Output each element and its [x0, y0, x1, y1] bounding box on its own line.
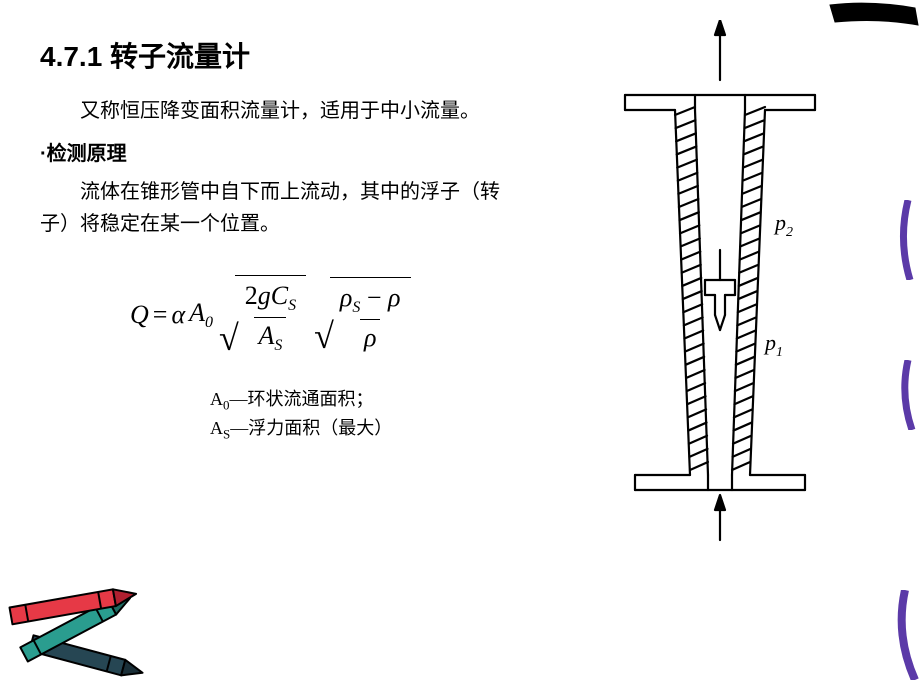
- formula-legend: A0—环状流通面积； AS—浮力面积（最大）: [210, 386, 520, 444]
- sqrt-term2: √ ρS − ρ ρ: [314, 277, 410, 354]
- label-p2: p2: [773, 210, 793, 240]
- rotameter-diagram: p2 p1: [570, 20, 870, 550]
- var-alpha: α: [171, 300, 185, 330]
- flow-formula: Q = α A0 √ 2gCS AS √ ρS − ρ ρ: [130, 275, 520, 356]
- subtitle-principle: ·检测原理: [40, 137, 520, 166]
- var-A0: A0: [189, 298, 213, 332]
- crayons-icon: [0, 540, 170, 690]
- legend-line-1: A0—环状流通面积；: [210, 386, 520, 415]
- side-decoration-2: [890, 360, 920, 430]
- side-decoration-3: [890, 590, 920, 680]
- corner-decoration: [810, 0, 920, 50]
- legend-line-2: AS—浮力面积（最大）: [210, 415, 520, 444]
- principle-paragraph: 流体在锥形管中自下而上流动，其中的浮子（转子）将稳定在某一个位置。: [40, 176, 520, 240]
- sqrt-term1: √ 2gCS AS: [219, 275, 306, 356]
- section-title: 4.7.1 转子流量计: [40, 35, 520, 75]
- label-p1: p1: [763, 330, 783, 360]
- side-decoration-1: [890, 200, 920, 280]
- intro-paragraph: 又称恒压降变面积流量计，适用于中小流量。: [40, 95, 520, 127]
- var-Q: Q: [130, 300, 149, 330]
- eq-sign: =: [153, 300, 168, 330]
